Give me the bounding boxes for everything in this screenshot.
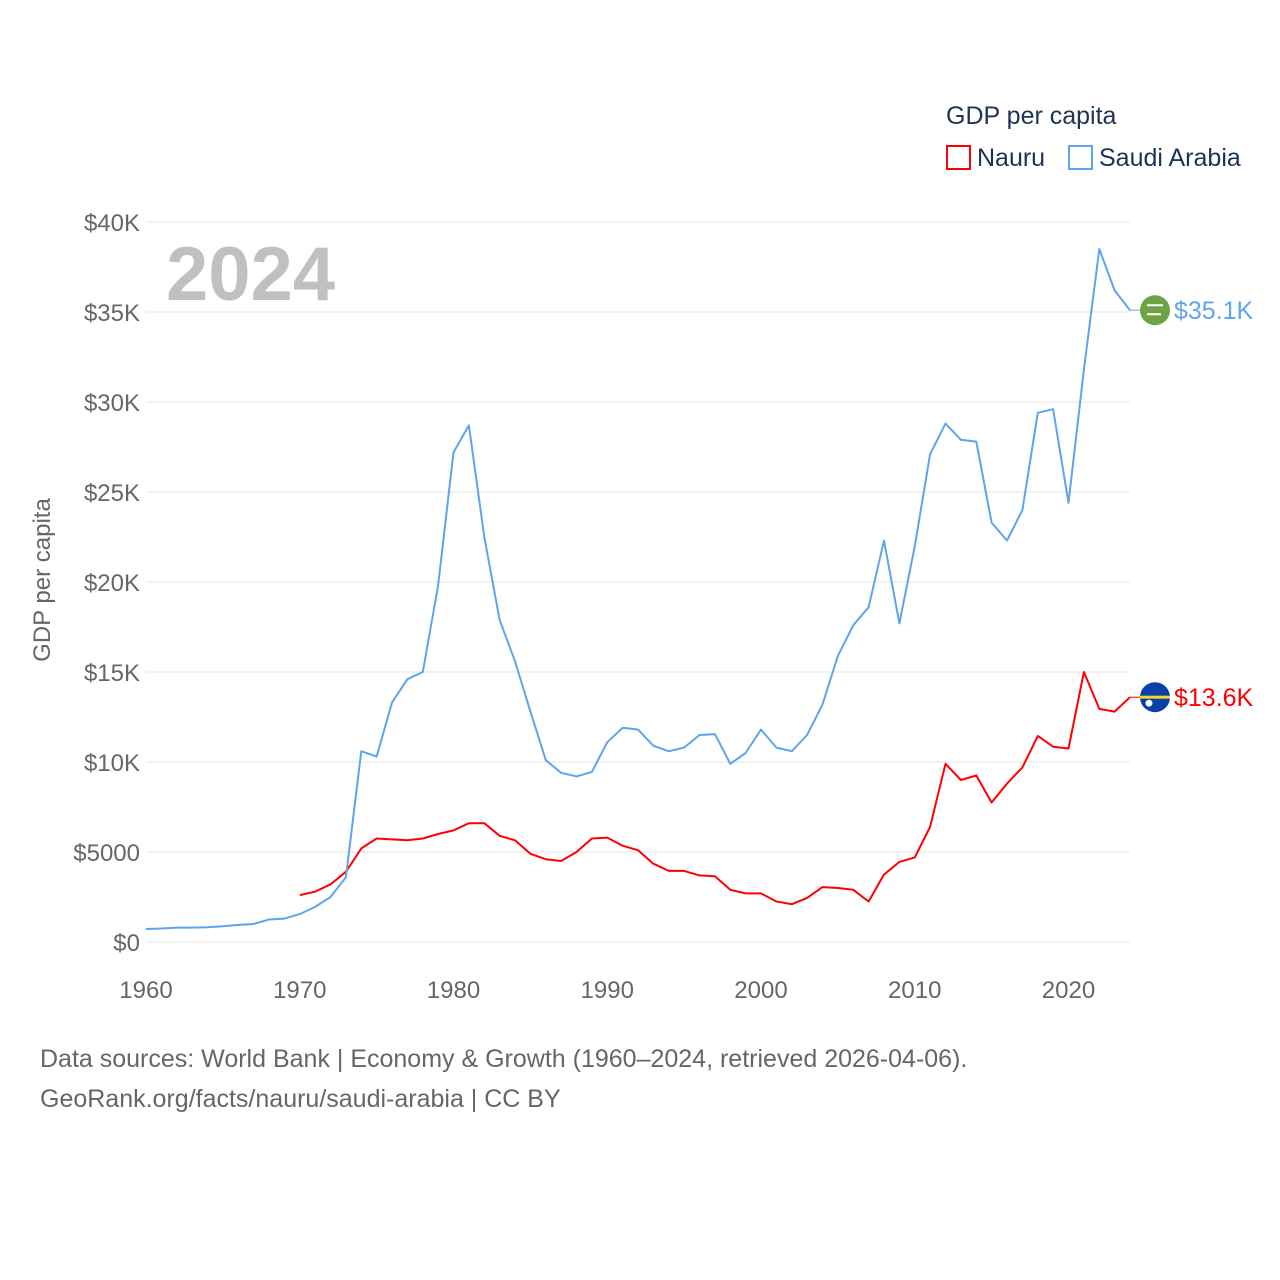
y-tick-label: $15K bbox=[84, 660, 140, 687]
series-line-saudi-arabia[interactable] bbox=[145, 248, 1131, 930]
saudi-arabia-flag-icon bbox=[1140, 295, 1170, 326]
y-tick-label: $5000 bbox=[73, 840, 140, 867]
y-tick-label: $30K bbox=[84, 390, 140, 417]
grid-lines bbox=[146, 221, 1130, 943]
year-watermark: 2024 bbox=[166, 232, 335, 317]
x-tick-label: 2000 bbox=[734, 977, 787, 1004]
nauru-flag-icon bbox=[1140, 682, 1170, 713]
y-tick-label: $35K bbox=[84, 300, 140, 327]
y-tick-label: $25K bbox=[84, 480, 140, 507]
y-axis: $0 $5000 $10K $15K $20K $25K $30K $35K $40K bbox=[73, 210, 140, 957]
end-value-label: $35.1K bbox=[1174, 297, 1254, 325]
end-value-label: $13.6K bbox=[1174, 684, 1254, 712]
x-tick-label: 2010 bbox=[888, 977, 941, 1004]
x-axis: 1960 1970 1980 1990 2000 2010 2020 bbox=[119, 977, 1095, 1004]
x-tick-label: 1980 bbox=[427, 977, 480, 1004]
y-tick-label: $20K bbox=[84, 570, 140, 597]
x-tick-label: 2020 bbox=[1042, 977, 1095, 1004]
legend-title: GDP per capita bbox=[946, 102, 1117, 130]
source-line-2[interactable]: GeoRank.org/facts/nauru/saudi-arabia | C… bbox=[40, 1085, 561, 1113]
y-tick-label: $10K bbox=[84, 750, 140, 777]
series-line-nauru[interactable] bbox=[299, 671, 1131, 906]
x-tick-label: 1990 bbox=[581, 977, 634, 1004]
x-tick-label: 1960 bbox=[119, 977, 172, 1004]
legend-label-saudi-arabia[interactable]: Saudi Arabia bbox=[1099, 144, 1241, 172]
source-line-1: Data sources: World Bank | Economy & Gro… bbox=[40, 1045, 968, 1073]
legend-label-nauru[interactable]: Nauru bbox=[977, 144, 1045, 172]
series-lines bbox=[145, 248, 1131, 930]
y-tick-label: $0 bbox=[113, 930, 140, 957]
end-labels: $13.6K $35.1K bbox=[1130, 295, 1254, 713]
legend-swatch-saudi-arabia[interactable] bbox=[1068, 145, 1093, 170]
y-axis-label: GDP per capita bbox=[29, 498, 56, 662]
y-tick-label: $40K bbox=[84, 210, 140, 237]
legend-swatch-nauru[interactable] bbox=[946, 145, 971, 170]
x-tick-label: 1970 bbox=[273, 977, 326, 1004]
